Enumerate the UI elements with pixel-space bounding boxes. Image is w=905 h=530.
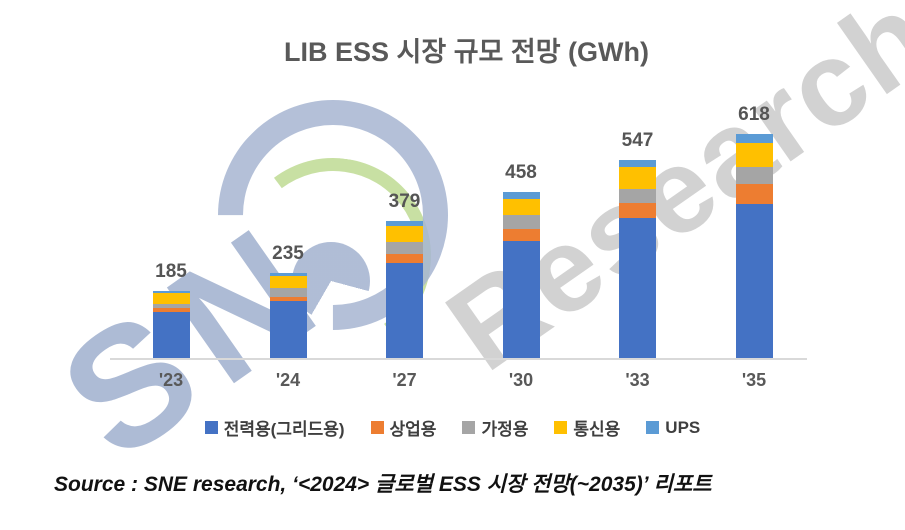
segment-telecom-33 xyxy=(619,166,656,189)
total-label-30: 458 xyxy=(505,161,537,183)
category-label-23: '23 xyxy=(158,370,184,390)
segment-grid-33 xyxy=(619,217,656,358)
chart-title: LIB ESS 시장 규모 전망 (GWh) xyxy=(283,37,650,67)
legend-swatch-commercial-icon xyxy=(370,421,384,434)
bar-30 xyxy=(502,192,540,358)
total-label-35: 618 xyxy=(738,103,770,125)
segment-ups-35 xyxy=(735,133,773,144)
category-label-33: '33 xyxy=(625,370,650,390)
legend-item-telecom: 통신용 xyxy=(554,415,620,440)
segment-commercial-24 xyxy=(269,297,307,301)
bar-23 xyxy=(152,290,190,358)
category-label-35: '35 xyxy=(741,370,767,390)
segment-ups-23 xyxy=(152,290,190,294)
segment-grid-35 xyxy=(735,203,773,358)
bar-27 xyxy=(386,220,423,358)
total-label-23: 185 xyxy=(155,260,187,282)
segment-commercial-30 xyxy=(502,229,540,241)
x-axis-line xyxy=(110,358,807,360)
legend-item-commercial: 상업용 xyxy=(370,415,437,440)
segment-commercial-23 xyxy=(152,307,190,313)
legend-swatch-ups-icon xyxy=(646,421,660,434)
segment-telecom-27 xyxy=(386,225,423,242)
segment-telecom-30 xyxy=(502,199,540,216)
legend-swatch-telecom-icon xyxy=(554,421,568,434)
legend-label-commercial: 상업용 xyxy=(389,420,437,439)
total-label-24: 235 xyxy=(272,242,304,264)
bar-35 xyxy=(735,133,773,358)
legend-label-telecom: 통신용 xyxy=(573,420,621,439)
segment-ups-30 xyxy=(502,192,540,200)
segment-commercial-27 xyxy=(386,254,423,264)
category-label-24: '24 xyxy=(275,370,301,390)
segment-telecom-23 xyxy=(152,293,190,305)
segment-residential-24 xyxy=(269,287,307,298)
segment-residential-27 xyxy=(386,241,423,255)
legend-swatch-grid-icon xyxy=(204,421,218,434)
segment-grid-23 xyxy=(152,312,190,358)
segment-telecom-24 xyxy=(269,276,307,288)
total-label-27: 379 xyxy=(388,190,421,212)
segment-residential-30 xyxy=(502,215,540,230)
segment-commercial-33 xyxy=(619,202,656,218)
source-note: Source : SNE research, ‘<2024> 글로벌 ESS 시… xyxy=(54,473,712,496)
segment-residential-33 xyxy=(619,188,656,203)
legend-swatch-residential-icon xyxy=(462,421,476,434)
segment-commercial-35 xyxy=(735,184,773,204)
legend-item-grid: 전력용(그리드용) xyxy=(204,415,345,440)
segment-grid-30 xyxy=(502,240,540,358)
bar-33 xyxy=(619,159,656,358)
segment-ups-33 xyxy=(619,159,656,167)
category-label-27: '27 xyxy=(392,370,417,390)
segment-residential-35 xyxy=(735,167,773,184)
legend-item-residential: 가정용 xyxy=(462,415,528,440)
legend-item-ups: UPS xyxy=(646,418,700,438)
segment-telecom-35 xyxy=(735,143,773,168)
segment-grid-27 xyxy=(386,263,423,358)
legend-label-grid: 전력용(그리드용) xyxy=(223,420,345,439)
total-label-33: 547 xyxy=(621,129,654,151)
segment-ups-24 xyxy=(269,272,307,277)
legend-label-residential: 가정용 xyxy=(481,420,529,439)
legend-label-ups: UPS xyxy=(665,417,701,437)
bar-24 xyxy=(269,272,307,358)
segment-ups-27 xyxy=(386,220,423,226)
legend: 전력용(그리드용) 상업용 가정용 통신용 UPS xyxy=(0,415,905,440)
segment-grid-24 xyxy=(269,300,307,358)
category-label-30: '30 xyxy=(508,370,534,390)
segment-residential-23 xyxy=(152,304,190,308)
